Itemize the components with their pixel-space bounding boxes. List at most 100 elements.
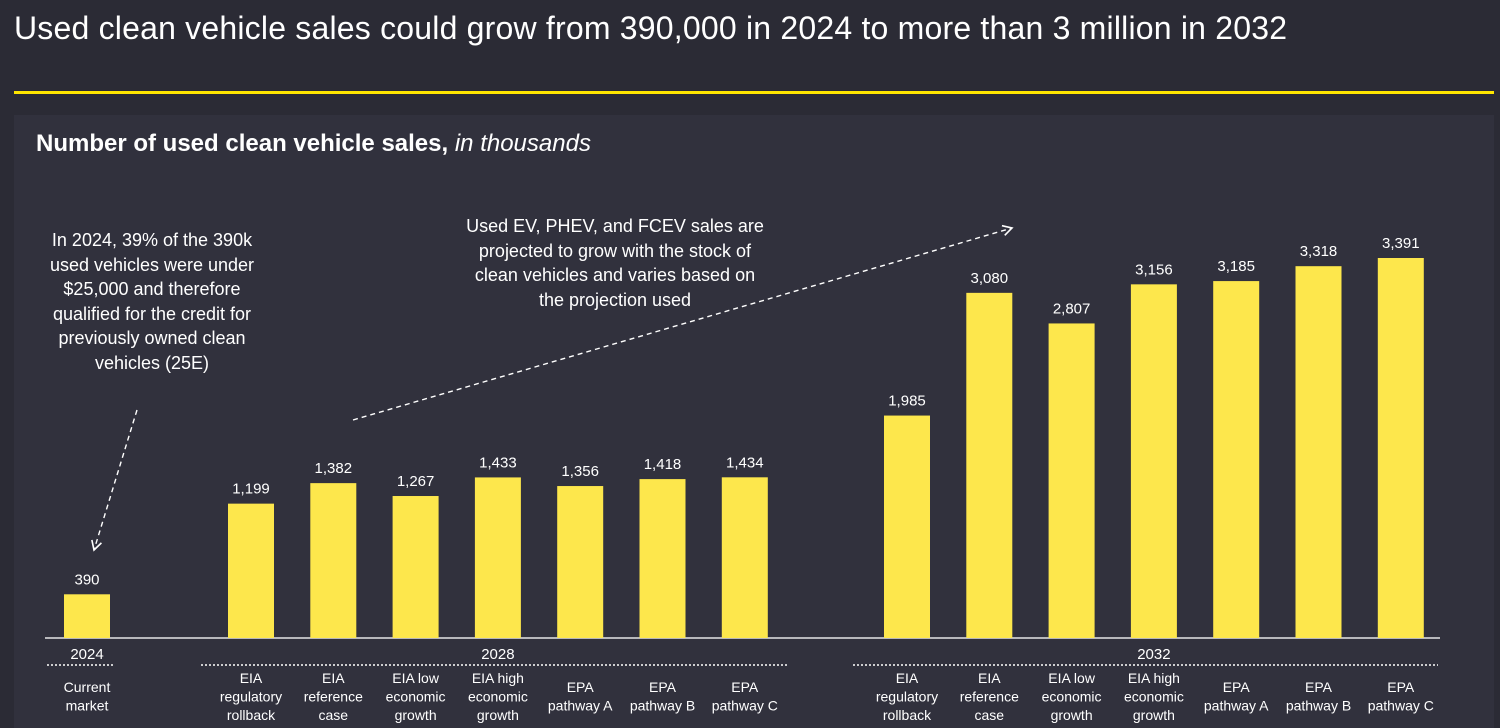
value-label-2028-6: 1,418 bbox=[644, 456, 682, 473]
category-label-line: EIA low bbox=[1048, 670, 1096, 686]
category-label-line: EPA bbox=[1305, 679, 1333, 695]
category-label-2032-3: EIA low economic growth bbox=[1042, 670, 1102, 723]
annotation-line: vehicles (25E) bbox=[94, 352, 210, 373]
category-label-2032-6: EPA pathway B bbox=[1286, 679, 1351, 714]
category-label-line: EIA bbox=[240, 670, 263, 686]
category-label-line: EIA bbox=[978, 670, 1001, 686]
bar-2028-7 bbox=[721, 477, 768, 638]
bar-2032-1 bbox=[884, 415, 930, 638]
category-label-2032-1: EIA regulatory rollback bbox=[876, 670, 938, 723]
category-label-2024-1: Current market bbox=[64, 679, 111, 714]
category-label-line: EIA bbox=[896, 670, 919, 686]
category-label-2032-4: EIA high economic growth bbox=[1124, 670, 1184, 723]
value-label-2024-1: 390 bbox=[74, 571, 99, 588]
category-label-2028-1: EIA regulatory rollback bbox=[220, 670, 282, 723]
bar-2032-6 bbox=[1295, 266, 1342, 638]
value-label-2032-3: 2,807 bbox=[1053, 300, 1091, 317]
annotation-line: previously owned clean bbox=[58, 328, 246, 348]
year-label-2028: 2028 bbox=[481, 646, 514, 663]
category-label-line: pathway A bbox=[1204, 698, 1269, 714]
annotation-line: the projection used bbox=[538, 289, 692, 310]
value-label-2032-1: 1,985 bbox=[888, 393, 926, 410]
category-label-2028-7: EPA pathway C bbox=[712, 679, 778, 714]
bar-2028-5 bbox=[557, 486, 604, 638]
category-label-line: growth bbox=[1133, 707, 1175, 723]
category-label-2028-3: EIA low economic growth bbox=[386, 670, 446, 723]
value-label-2032-2: 3,080 bbox=[971, 270, 1009, 287]
category-label-2028-5: EPA pathway A bbox=[548, 679, 613, 714]
value-label-2028-4: 1,433 bbox=[479, 454, 517, 471]
category-label-line: growth bbox=[395, 707, 437, 723]
category-label-line: EIA high bbox=[472, 670, 524, 686]
bar-2032-7 bbox=[1377, 258, 1424, 638]
category-label-line: economic bbox=[386, 689, 446, 705]
category-label-line: case bbox=[975, 707, 1005, 723]
annotation-line: In 2024, 39% of the 390k bbox=[51, 230, 253, 250]
category-label-line: EIA high bbox=[1128, 670, 1180, 686]
category-label-line: pathway B bbox=[1286, 698, 1351, 714]
value-label-2028-2: 1,382 bbox=[315, 460, 353, 477]
annotation-line: Used EV, PHEV, and FCEV sales are bbox=[466, 216, 764, 236]
category-label-2032-7: EPA pathway C bbox=[1368, 679, 1434, 714]
annotation-2024-note: In 2024, 39% of the 390k used vehicles we… bbox=[22, 228, 282, 375]
bar-2032-3 bbox=[1048, 323, 1095, 638]
chart-title-main: Number of used clean vehicle sales, bbox=[36, 130, 449, 157]
category-label-line: pathway C bbox=[1368, 698, 1434, 714]
category-label-line: EPA bbox=[1387, 679, 1415, 695]
category-label-line: rollback bbox=[227, 707, 276, 723]
category-label-line: rollback bbox=[883, 707, 932, 723]
category-label-2028-2: EIA reference case bbox=[304, 670, 363, 723]
value-label-2028-1: 1,199 bbox=[232, 481, 270, 498]
category-label-line: EIA bbox=[322, 670, 345, 686]
category-label-line: growth bbox=[477, 707, 519, 723]
value-label-2028-5: 1,356 bbox=[561, 463, 599, 480]
category-label-line: reference bbox=[960, 689, 1019, 705]
bar-2028-6 bbox=[639, 479, 686, 638]
chart-title: Number of used clean vehicle sales, in t… bbox=[36, 130, 591, 158]
category-label-line: economic bbox=[1124, 689, 1184, 705]
headline-divider bbox=[14, 91, 1494, 94]
category-label-line: regulatory bbox=[220, 689, 282, 705]
bar-2032-4 bbox=[1130, 284, 1177, 638]
annotation-line: used vehicles were under bbox=[49, 254, 255, 275]
annotation-arrow-growth bbox=[352, 224, 1014, 421]
value-label-2032-4: 3,156 bbox=[1135, 261, 1173, 278]
category-label-line: case bbox=[319, 707, 349, 723]
category-label-line: reference bbox=[304, 689, 363, 705]
category-label-line: EPA bbox=[1223, 679, 1251, 695]
category-label-line: regulatory bbox=[876, 689, 938, 705]
annotation-line: $25,000 and therefore bbox=[63, 279, 241, 299]
category-label-line: EIA low bbox=[392, 670, 440, 686]
labels-layer: 390 Current market 2024 1,199 EIA regulatory ro… bbox=[47, 235, 1438, 723]
category-label-line: growth bbox=[1051, 707, 1093, 723]
year-label-2032: 2032 bbox=[1137, 646, 1170, 663]
annotation-growth-note: Used EV, PHEV, and FCEV sales are project… bbox=[440, 214, 790, 312]
annotation-line: clean vehicles and varies based on bbox=[474, 265, 756, 285]
value-label-2028-7: 1,434 bbox=[726, 454, 764, 471]
value-label-2032-7: 3,391 bbox=[1382, 235, 1420, 252]
bars-layer bbox=[64, 258, 1424, 638]
category-label-line: EPA bbox=[649, 679, 677, 695]
bar-2028-4 bbox=[474, 477, 521, 638]
value-label-2032-6: 3,318 bbox=[1300, 243, 1338, 260]
category-label-line: EPA bbox=[731, 679, 759, 695]
bar-2024-1 bbox=[64, 594, 110, 638]
bar-2028-2 bbox=[310, 483, 357, 638]
category-label-line: market bbox=[66, 698, 109, 714]
annotation-arrow-2024 bbox=[91, 409, 138, 552]
category-label-line: pathway C bbox=[712, 698, 778, 714]
category-label-2032-5: EPA pathway A bbox=[1204, 679, 1269, 714]
bar-2028-3 bbox=[392, 496, 439, 638]
annotation-line: projected to grow with the stock of bbox=[478, 240, 752, 261]
category-label-line: Current bbox=[64, 679, 111, 695]
category-label-2028-4: EIA high economic growth bbox=[468, 670, 528, 723]
year-label-2024: 2024 bbox=[70, 646, 103, 663]
bar-2028-1 bbox=[228, 503, 274, 638]
category-label-2032-2: EIA reference case bbox=[960, 670, 1019, 723]
annotation-line: qualified for the credit for bbox=[52, 303, 252, 324]
chart-title-unit: in thousands bbox=[454, 130, 591, 157]
category-label-line: pathway B bbox=[630, 698, 695, 714]
category-label-line: EPA bbox=[567, 679, 595, 695]
bar-2032-5 bbox=[1213, 281, 1260, 638]
